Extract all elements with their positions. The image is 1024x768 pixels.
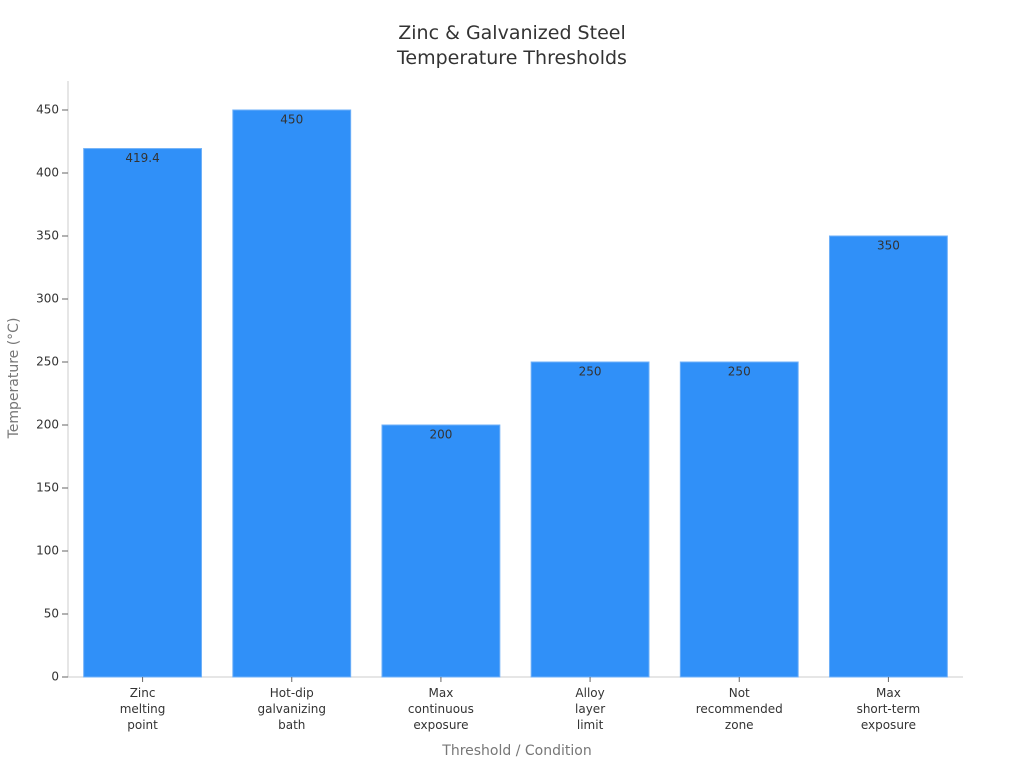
x-axis-label: Threshold / Condition (441, 743, 591, 759)
x-tick-label: Zinc melting point (120, 686, 166, 732)
bar (232, 109, 352, 678)
y-tick-label: 300 (36, 292, 59, 306)
y-tick-label: 150 (36, 481, 59, 495)
value-label: 200 (429, 428, 452, 442)
y-tick-label: 50 (44, 607, 59, 621)
y-axis-label: Temperature (°C) (6, 318, 22, 440)
bar (381, 424, 501, 678)
x-tick-label: Alloy layer limit (575, 686, 605, 732)
value-label: 450 (280, 113, 303, 127)
y-tick-label: 350 (36, 229, 59, 243)
bar (530, 361, 650, 678)
value-label: 419.4 (125, 151, 159, 165)
x-tick-label: Max continuous exposure (408, 686, 474, 732)
y-tick-label: 450 (36, 103, 59, 117)
bar (679, 361, 799, 678)
y-tick-label: 400 (36, 166, 59, 180)
x-tick-label: Hot-dip galvanizing bath (257, 686, 326, 732)
y-tick-label: 250 (36, 355, 59, 369)
x-tick-label: Max short-term exposure (857, 686, 921, 732)
y-tick-label: 100 (36, 544, 59, 558)
x-tick-label: Not recommended zone (696, 686, 783, 732)
chart-title: Zinc & Galvanized Steel Temperature Thres… (396, 22, 627, 69)
bar (83, 148, 203, 678)
bar (828, 235, 948, 678)
y-tick-label: 0 (51, 670, 59, 684)
value-label: 250 (579, 365, 602, 379)
value-label: 250 (728, 365, 751, 379)
value-label: 350 (877, 239, 900, 253)
y-tick-label: 200 (36, 418, 59, 432)
